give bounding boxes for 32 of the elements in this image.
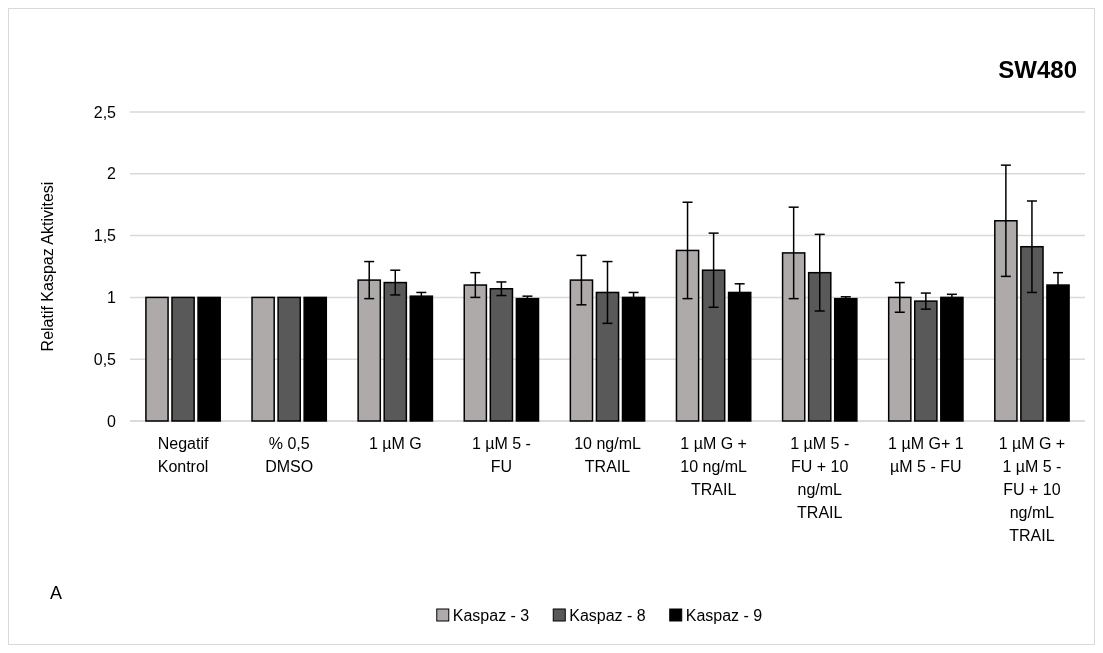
bar (515, 297, 540, 422)
bar (171, 296, 195, 422)
bar (409, 295, 434, 422)
x-tick-label: 10 ng/mL TRAIL (574, 435, 641, 475)
x-tick-label: % 0,5 DMSO (265, 435, 314, 475)
x-tick-label: Negatif Kontrol (157, 435, 209, 475)
y-tick-label: 1,5 (93, 227, 117, 245)
y-tick-label: 2,5 (93, 103, 117, 121)
bar (145, 296, 169, 422)
bar (833, 297, 858, 422)
chart-title: SW480 (998, 56, 1077, 83)
x-tick-label: 1 µM 5 - FU + 10 ng/mL TRAIL (790, 435, 850, 521)
bar (940, 296, 964, 422)
y-tick-label: 0,5 (93, 350, 117, 368)
bar (277, 296, 301, 422)
y-tick-label: 0 (107, 412, 117, 430)
x-tick-label: 1 µM 5 - FU (471, 435, 531, 475)
legend-label: Kaspaz - 3 (452, 606, 530, 624)
bar (197, 296, 221, 422)
x-tick-label: 1 µM G + 1 µM 5 - FU + 10 ng/mL TRAIL (998, 435, 1066, 544)
bar (621, 296, 646, 422)
legend-label: Kaspaz - 8 (569, 606, 646, 624)
x-tick-label: 1 µM G + 10 ng/mL TRAIL (680, 435, 748, 498)
x-tick-label: 1 µM G (368, 435, 422, 452)
y-axis-title: Relatif Kaspaz Aktivitesi (39, 181, 56, 352)
y-tick-label: 1 (107, 288, 117, 306)
bar (251, 296, 275, 422)
y-tick-label: 2 (107, 165, 117, 183)
legend-label: Kaspaz - 9 (685, 606, 763, 624)
x-tick-label: 1 µM G+ 1 µM 5 - FU (888, 435, 964, 475)
bar (303, 296, 328, 422)
text: A (50, 583, 63, 603)
